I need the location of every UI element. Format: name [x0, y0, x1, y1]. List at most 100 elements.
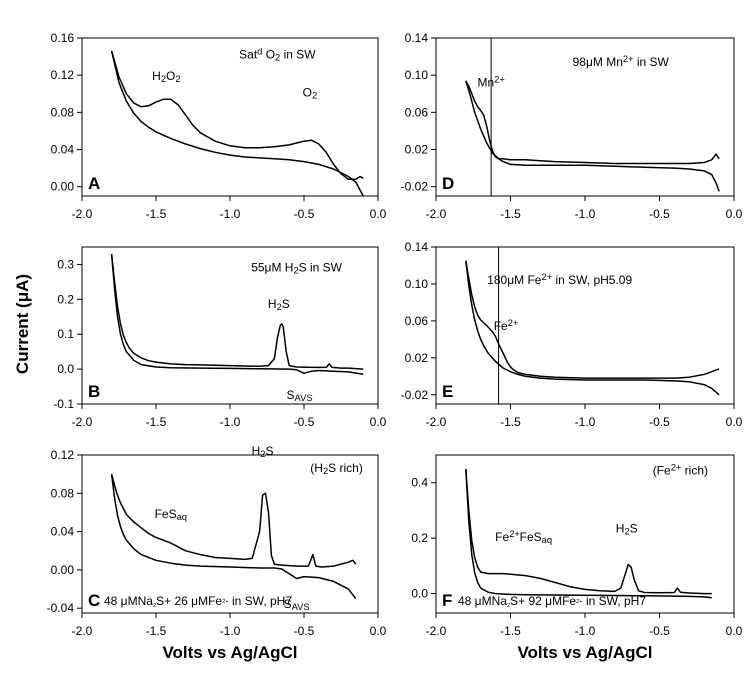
x-tick-label: -1.0 — [220, 207, 241, 221]
annotation: FeSaq — [520, 530, 552, 545]
annotation-part: S — [282, 297, 290, 311]
panel-letter: C — [88, 591, 100, 610]
x-tick-label: -2.0 — [426, 624, 447, 638]
series-1-line — [110, 474, 357, 568]
series-2-line — [465, 260, 720, 396]
annotation: H2S — [252, 444, 274, 459]
annotation-part: aq — [177, 512, 187, 522]
annotation-part: aq — [542, 535, 552, 545]
annotation: (Fe2+ rich) — [653, 463, 708, 478]
x-tick-label: -1.5 — [500, 207, 521, 221]
annotation-part: H — [152, 69, 161, 83]
composition-note-part: S+ 92 μMFe — [510, 594, 576, 608]
composition-note-part: 2 — [507, 603, 510, 609]
x-tick-label: -0.5 — [649, 207, 670, 221]
annotation-part: O — [262, 47, 275, 61]
x-tick-label: -2.0 — [72, 624, 93, 638]
annotation-part: Fe — [494, 319, 508, 333]
annotation-part: S — [265, 444, 273, 458]
annotation-part: 2+ — [623, 54, 634, 64]
composition-note-part: 48 μMNa — [458, 594, 507, 608]
x-tick-label: 0.0 — [726, 207, 743, 221]
y-tick-label: 0.10 — [405, 68, 429, 82]
annotation-part: 55μM H — [251, 260, 293, 274]
y-tick-label: 0.00 — [51, 563, 75, 577]
annotation: Fe2+ — [494, 319, 519, 334]
annotation: 98μM Mn2+ in SW — [573, 54, 670, 69]
panel-letter: B — [88, 382, 100, 401]
x-tick-label: -1.0 — [220, 624, 241, 638]
annotation-part: (H — [310, 461, 323, 475]
series-2-line — [110, 474, 357, 600]
x-tick-label: 0.0 — [726, 415, 743, 429]
y-tick-label: 0.4 — [411, 476, 428, 490]
x-axis-title: Volts vs Ag/AgCl — [517, 643, 652, 662]
x-tick-label: -1.0 — [575, 624, 596, 638]
x-tick-label: -0.5 — [649, 415, 670, 429]
panel-c: -2.0 -1.5 -1.0 -0.5 0.0 -0.04 0.00 0.04 0.08 0.12… — [47, 444, 387, 662]
annotation-part: in SW — [634, 55, 670, 69]
x-tick-label: -2.0 — [426, 207, 447, 221]
x-tick-label: -0.5 — [294, 415, 315, 429]
y-tick-label: 0.1 — [57, 327, 74, 341]
y-tick-label: 0.0 — [57, 362, 74, 376]
series-2-line — [110, 253, 364, 376]
annotation-part: H — [616, 522, 625, 536]
annotation-part: 2 — [624, 527, 629, 537]
x-tick-label: 0.0 — [726, 624, 743, 638]
x-tick-label: 0.0 — [370, 415, 387, 429]
annotation-part: 98μM Mn — [573, 55, 623, 69]
y-tick-label: 0.08 — [51, 486, 75, 500]
series-1-line — [465, 260, 720, 379]
annotation-part: S — [630, 522, 638, 536]
annotation-part: 2 — [260, 449, 265, 459]
annotation-part: 2+ — [509, 529, 520, 539]
composition-note-part: 2+ — [222, 599, 229, 605]
x-tick-label: -1.5 — [146, 415, 167, 429]
x-tick-label: -2.0 — [72, 207, 93, 221]
annotation-part: 2+ — [671, 463, 682, 473]
composition-note: 48 μMNa2S+ 92 μMFe2+ in SW, pH7 — [458, 594, 646, 609]
y-tick-label: 0.02 — [405, 143, 429, 157]
x-tick-label: -0.5 — [649, 624, 670, 638]
annotation: Satd O2 in SW — [239, 47, 316, 63]
series-2-line — [465, 80, 720, 192]
x-tick-label: -1.5 — [500, 624, 521, 638]
annotation-part: 180μM Fe — [487, 273, 542, 287]
annotation-part: S — [284, 597, 292, 611]
annotation: SAVS — [287, 388, 313, 403]
x-tick-label: -2.0 — [72, 415, 93, 429]
composition-note-part: 2 — [153, 603, 156, 609]
panel-e: -2.0 -1.5 -1.0 -0.5 0.0 -0.02 0.02 0.06 0.10 0.14… — [401, 240, 743, 429]
y-tick-label: -0.02 — [401, 180, 429, 194]
x-tick-label: -1.5 — [500, 415, 521, 429]
series-2-line — [110, 50, 364, 197]
composition-note: 48 μMNa2S+ 26 μMFe2+ in SW, pH7 — [104, 594, 292, 609]
annotation-part: 2 — [275, 53, 280, 63]
x-tick-label: -2.0 — [426, 415, 447, 429]
x-tick-label: -1.0 — [575, 415, 596, 429]
y-tick-label: 0.14 — [405, 240, 429, 254]
panel-b: -2.0 -1.5 -1.0 -0.5 0.0-0.10.00.10.20.3BH2SS… — [53, 246, 387, 429]
annotation-part: Sat — [239, 47, 258, 61]
annotation-part: H — [268, 297, 277, 311]
composition-note-part: S+ 26 μMFe — [156, 594, 222, 608]
annotation: 55μM H2S in SW — [251, 260, 342, 275]
y-tick-label: 0.12 — [51, 448, 75, 462]
y-tick-label: 0.16 — [51, 31, 75, 45]
x-tick-label: -1.5 — [146, 207, 167, 221]
y-tick-label: 0.12 — [51, 68, 75, 82]
y-tick-label: 0.2 — [57, 292, 74, 306]
composition-note-part: in SW, pH7 — [229, 594, 293, 608]
x-tick-label: 0.0 — [370, 624, 387, 638]
series-1-line — [465, 80, 720, 165]
annotation-part: d — [257, 47, 262, 57]
x-tick-label: -1.0 — [220, 415, 241, 429]
annotation-part: (Fe — [653, 463, 671, 477]
panel-a: -2.0 -1.5 -1.0 -0.5 0.0 0.00 0.04 0.08 0.12 0.16 A… — [51, 31, 387, 221]
series-2-line — [465, 468, 712, 599]
annotation: H2S — [616, 522, 638, 537]
annotation: Mn2+ — [477, 75, 504, 90]
x-tick-label: 0.0 — [370, 207, 387, 221]
